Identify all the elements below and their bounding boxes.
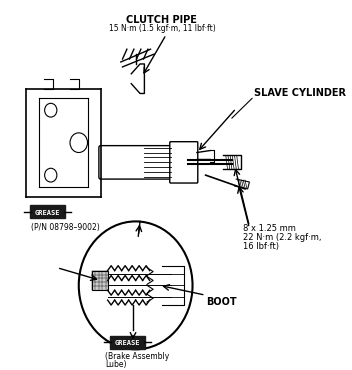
Text: BOOT: BOOT: [207, 297, 237, 307]
Text: 16 lbf·ft): 16 lbf·ft): [243, 242, 279, 251]
Text: CLUTCH PIPE: CLUTCH PIPE: [126, 15, 197, 25]
FancyBboxPatch shape: [170, 142, 198, 183]
FancyBboxPatch shape: [30, 205, 65, 218]
FancyBboxPatch shape: [92, 270, 108, 290]
Text: (P/N 08798–9002): (P/N 08798–9002): [31, 223, 99, 232]
Text: 8 x 1.25 mm: 8 x 1.25 mm: [243, 224, 296, 233]
Text: SLAVE CYLINDER: SLAVE CYLINDER: [254, 88, 346, 98]
Text: GREASE: GREASE: [115, 340, 140, 346]
FancyBboxPatch shape: [110, 336, 145, 349]
Text: (Brake Assembly: (Brake Assembly: [105, 352, 169, 361]
Text: GREASE: GREASE: [34, 209, 60, 216]
Text: 22 N·m (2.2 kgf·m,: 22 N·m (2.2 kgf·m,: [243, 233, 322, 242]
Text: 15 N·m (1.5 kgf·m, 11 lbf·ft): 15 N·m (1.5 kgf·m, 11 lbf·ft): [108, 24, 215, 33]
FancyBboxPatch shape: [99, 146, 190, 179]
Text: Lube): Lube): [105, 360, 126, 369]
